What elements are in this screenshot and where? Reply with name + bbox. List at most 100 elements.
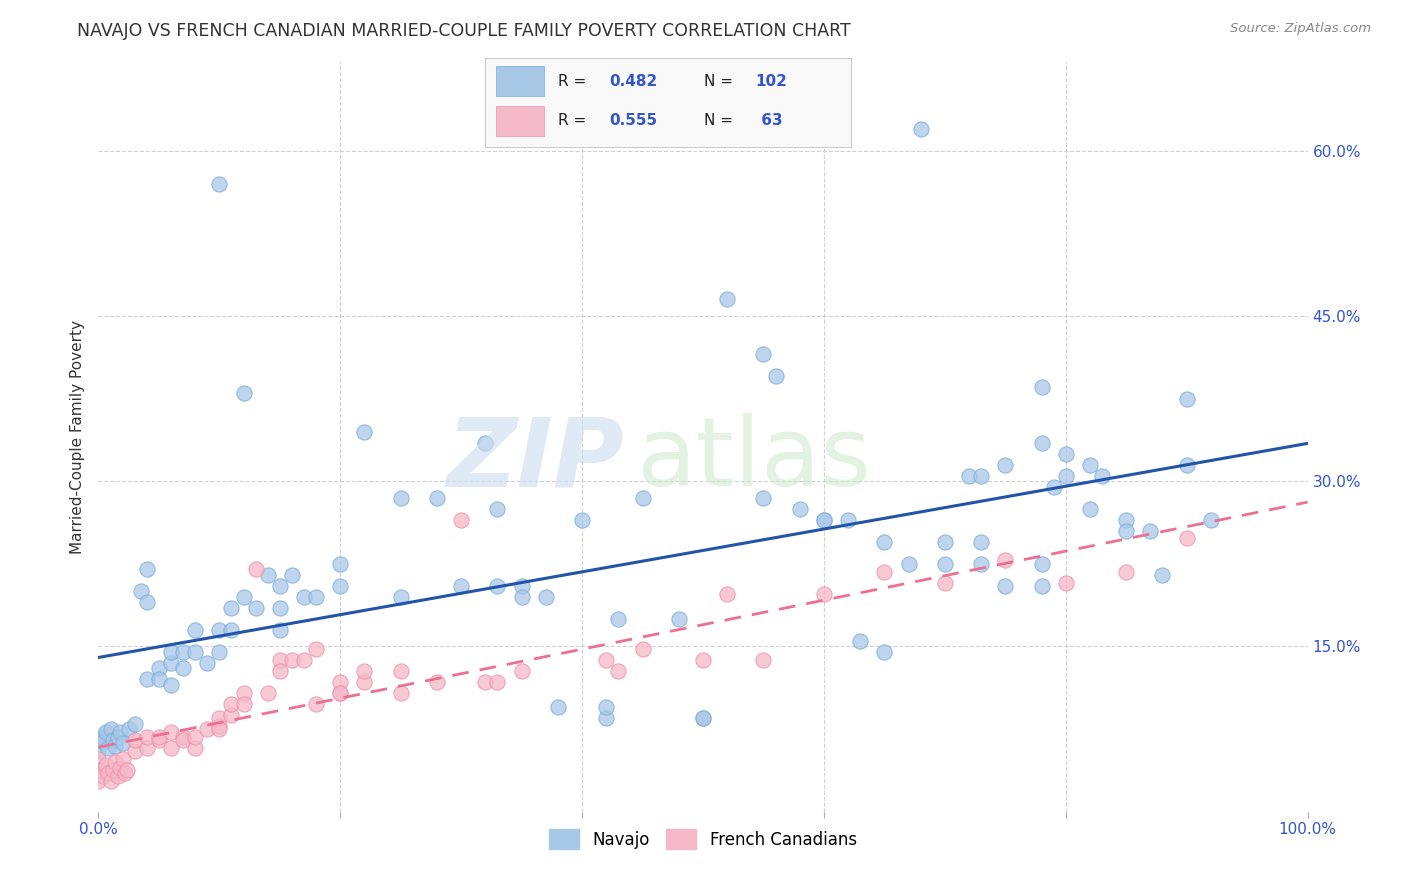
Text: NAVAJO VS FRENCH CANADIAN MARRIED-COUPLE FAMILY POVERTY CORRELATION CHART: NAVAJO VS FRENCH CANADIAN MARRIED-COUPLE… [77,22,851,40]
Point [1078,458,1101,472]
Point [1115,513,1137,527]
Point [329,674,352,689]
Point [135,730,157,744]
Point [256,686,278,700]
Point [426,674,449,689]
Point [172,730,194,744]
Text: N =: N = [704,113,738,128]
Point [813,513,835,527]
Point [124,733,146,747]
Point [716,586,738,600]
Point [450,513,472,527]
Point [970,534,993,549]
Text: 0.555: 0.555 [609,113,658,128]
Point [1175,458,1198,472]
Point [994,579,1017,593]
Point [1139,524,1161,538]
Point [108,725,131,739]
Point [148,661,170,675]
Point [305,641,328,656]
Point [607,664,630,678]
Point [692,653,714,667]
Point [245,600,267,615]
Point [837,513,859,527]
Point [1031,557,1053,571]
Point [1175,392,1198,406]
Point [1031,579,1053,593]
Point [160,740,183,755]
Point [148,730,170,744]
Point [389,664,412,678]
Point [104,755,127,769]
Point [221,697,243,711]
Point [160,645,183,659]
Point [873,565,896,579]
Point [389,491,412,505]
Point [184,623,207,637]
Point [486,579,509,593]
Point [208,711,231,725]
Point [100,773,122,788]
Point [97,740,120,755]
Point [87,744,110,758]
Point [221,707,243,722]
Point [148,673,170,687]
Point [256,567,278,582]
Point [305,590,328,604]
Point [897,557,920,571]
Point [90,763,112,777]
Point [281,567,304,582]
Point [631,491,654,505]
Point [510,664,533,678]
Point [329,557,352,571]
Point [292,653,315,667]
Point [692,711,714,725]
Point [595,700,617,714]
Point [135,595,157,609]
Point [813,586,835,600]
Point [90,730,112,744]
Point [184,645,207,659]
Point [124,744,146,758]
Point [195,656,218,670]
Point [104,739,127,753]
Point [486,674,509,689]
Point [208,722,231,736]
Point [631,641,654,656]
Point [692,711,714,725]
Point [474,674,496,689]
Text: ZIP: ZIP [447,413,624,506]
Point [752,491,775,505]
Point [994,458,1017,472]
Point [305,697,328,711]
Point [101,733,124,747]
Point [1054,575,1077,590]
Point [195,722,218,736]
Point [269,664,291,678]
Point [1115,565,1137,579]
Point [547,700,569,714]
Point [135,673,157,687]
Point [118,722,141,736]
Text: R =: R = [558,74,592,88]
Y-axis label: Married-Couple Family Poverty: Married-Couple Family Poverty [70,320,86,554]
Point [1054,468,1077,483]
Point [595,711,617,725]
Point [607,612,630,626]
Point [486,501,509,516]
Point [100,722,122,736]
Point [184,740,207,755]
Point [281,653,304,667]
Point [111,752,134,766]
Point [1152,567,1174,582]
Point [91,735,114,749]
Point [184,730,207,744]
Point [752,653,775,667]
Point [994,553,1017,567]
Point [765,369,787,384]
Point [353,664,375,678]
Point [208,645,231,659]
Point [269,600,291,615]
Point [329,579,352,593]
Point [87,763,110,777]
